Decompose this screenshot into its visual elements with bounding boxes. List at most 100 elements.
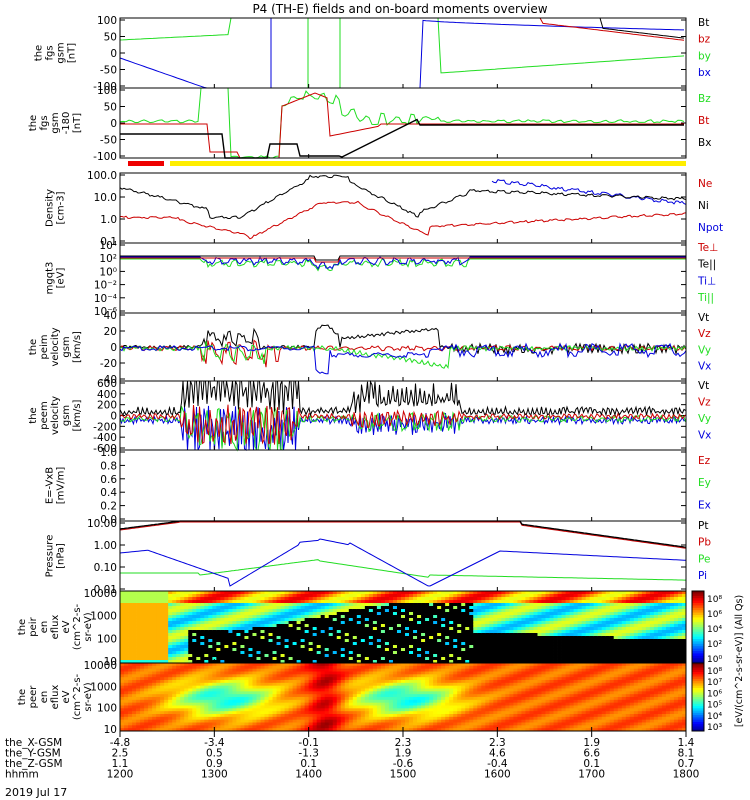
ion-flux-cell (501, 648, 506, 652)
ion-flux-cell (260, 636, 265, 640)
ion-flux-cell (152, 621, 157, 625)
ion-flux-cell (292, 591, 298, 595)
ion-flux-cell (513, 630, 518, 634)
electron-flux-cell (272, 668, 277, 672)
electron-flux-cell (136, 671, 141, 675)
ion-flux-cell (481, 639, 486, 643)
ion-flux-cell (457, 591, 462, 595)
ion-flux-cell (240, 660, 245, 664)
electron-flux-cell (184, 677, 189, 681)
ion-flux-cell (481, 651, 486, 655)
electron-flux-cell (172, 719, 177, 723)
ion-flux-cell (344, 642, 350, 646)
electron-flux-cell (248, 694, 253, 698)
ion-flux-cell (284, 612, 289, 616)
electron-flux-cell (152, 691, 157, 695)
electron-flux-cell (152, 685, 157, 689)
electron-flux-cell (152, 714, 157, 718)
ion-flux-cell (481, 648, 486, 652)
ion-flux-cell (437, 597, 442, 601)
electron-flux-cell (208, 680, 213, 684)
ion-flux-cell (577, 657, 583, 661)
ion-flux-cell (617, 651, 623, 655)
ion-flux-cell (585, 657, 591, 661)
ion-flux-cell (457, 642, 462, 646)
electron-flux-cell (188, 697, 193, 701)
electron-flux-cell (256, 694, 261, 698)
ion-flux-cell (292, 651, 298, 655)
ion-flux-cell (392, 636, 398, 640)
ion-flux-cell (665, 648, 671, 652)
ion-flux-cell (344, 657, 350, 661)
ion-flux-cell (477, 618, 482, 622)
ion-flux-cell (396, 642, 402, 646)
ion-flux-cell (621, 648, 627, 652)
ion-flux-cell (493, 609, 498, 613)
ion-flux-cell (164, 600, 169, 604)
electron-flux-cell (180, 722, 185, 726)
ion-flux-cell (164, 636, 169, 640)
ion-flux-cell (220, 633, 225, 637)
electron-flux-cell (284, 665, 289, 670)
ion-flux-cell (633, 648, 639, 652)
ion-flux-cell (288, 633, 294, 637)
ion-flux-cell (396, 594, 402, 598)
ion-flux-cell (473, 612, 478, 616)
ion-flux-cell (316, 609, 322, 613)
electron-flux-cell (284, 674, 289, 678)
ion-flux-cell (388, 660, 394, 664)
ion-flux-cell (388, 633, 394, 637)
ion-flux-cell (617, 642, 623, 646)
ion-flux-cell (569, 606, 574, 610)
ion-flux-cell (661, 621, 667, 625)
electron-flux-cell (144, 680, 149, 684)
ion-flux-cell (208, 597, 213, 601)
electron-flux-cell (164, 708, 169, 712)
electron-flux-cell (280, 705, 285, 709)
electron-flux-cell (320, 665, 326, 670)
ion-flux-cell (465, 594, 470, 598)
legend-entry: Pt (698, 520, 708, 532)
ion-flux-cell (244, 627, 249, 631)
ion-flux-cell (505, 591, 510, 595)
ion-flux-cell (328, 639, 334, 643)
electron-flux-cell (300, 725, 306, 729)
ion-flux-cell (545, 636, 550, 640)
ion-flux-cell (585, 651, 591, 655)
electron-flux-cell (296, 694, 302, 698)
electron-flux-cell (180, 714, 185, 718)
ion-flux-cell (501, 630, 506, 634)
electron-flux-cell (288, 699, 294, 704)
ion-flux-cell (160, 636, 165, 640)
electron-flux-cell (120, 705, 125, 709)
ion-flux-cell (489, 609, 494, 613)
ion-flux-cell (224, 600, 229, 604)
ion-flux-cell (168, 606, 173, 610)
electron-flux-cell (200, 699, 205, 704)
electron-flux-cell (132, 725, 137, 729)
electron-flux-cell (168, 705, 173, 709)
ion-flux-cell (300, 630, 306, 634)
ion-flux-cell (677, 600, 683, 604)
ion-flux-cell (589, 612, 595, 616)
ion-flux-cell (304, 633, 310, 637)
ion-flux-cell (148, 618, 153, 622)
ion-flux-cell (136, 615, 141, 619)
ion-flux-cell (176, 633, 181, 637)
ion-flux-cell (132, 630, 137, 634)
electron-flux-cell (260, 719, 265, 723)
ion-flux-cell (553, 660, 558, 664)
ion-flux-cell (172, 621, 177, 625)
electron-flux-cell (208, 665, 213, 670)
ion-flux-cell (160, 630, 165, 634)
ion-flux-cell (577, 591, 583, 595)
electron-flux-cell (200, 671, 205, 675)
ion-flux-cell (280, 624, 285, 628)
electron-flux-cell (184, 682, 189, 687)
ion-flux-cell (368, 621, 374, 625)
ion-flux-cell (344, 603, 350, 607)
ion-flux-cell (597, 630, 603, 634)
ion-flux-cell (453, 633, 458, 637)
ion-flux-cell (465, 627, 470, 631)
